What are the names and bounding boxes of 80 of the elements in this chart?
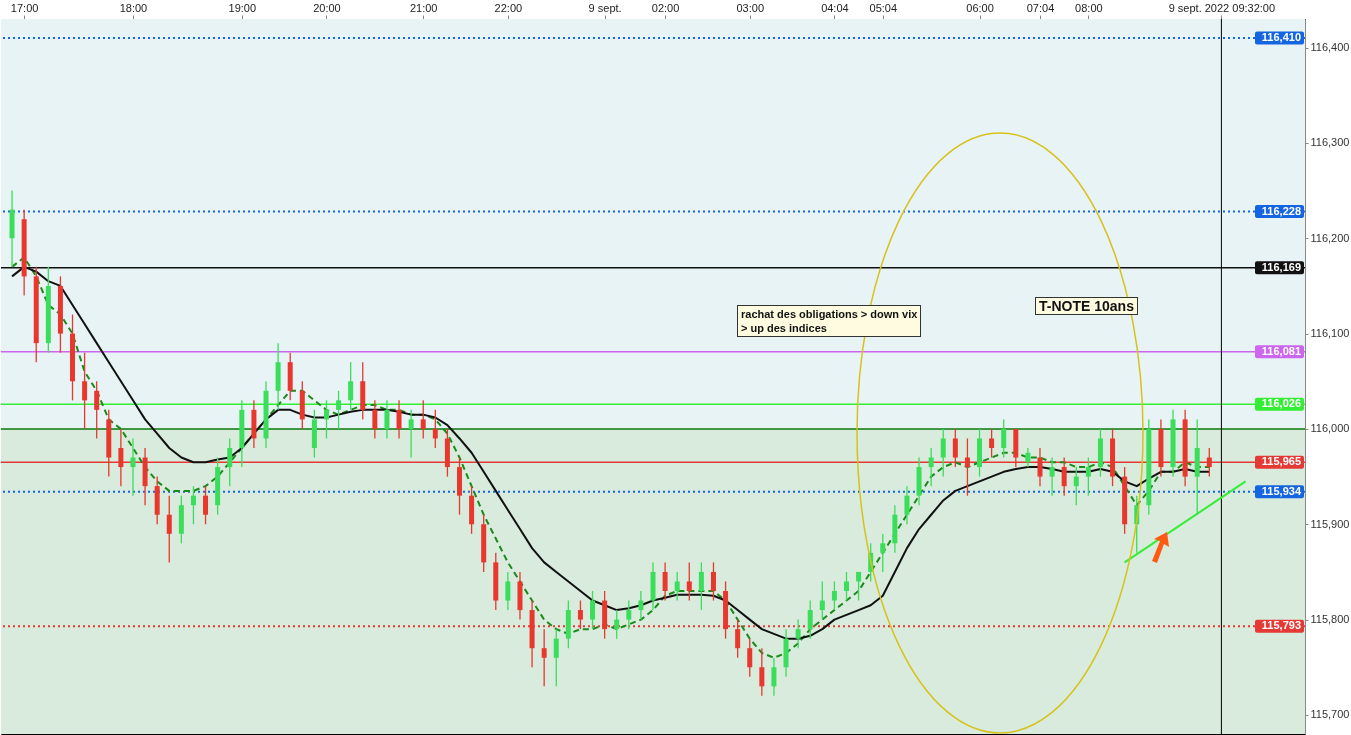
x-tick-label: 03:00 [736,1,765,14]
x-tick-label: 22:00 [494,1,523,14]
candlestick [940,428,946,478]
candlestick [819,580,825,621]
candlestick [638,590,644,621]
candlestick [626,599,632,630]
candlestick [710,561,716,602]
ref-line-label: 115,934 [1261,484,1302,497]
ref-line-label: 115,965 [1261,455,1301,468]
x-tick-label: 08:00 [1075,1,1103,14]
y-tick-label: 116,300 [1310,136,1350,149]
candlestick [1085,456,1091,497]
x-tick-label: 9 sept. [588,1,622,14]
candlestick [747,638,753,678]
candlestick [662,561,668,602]
candlestick [372,399,378,440]
candlestick [553,628,559,687]
x-tick-label: 17:00 [10,1,39,14]
candlestick [396,399,402,440]
x-tick-label: 20:00 [313,1,341,14]
candlestick [844,571,849,602]
x-tick-label: 04:04 [821,1,849,14]
candlestick [807,599,813,640]
candlestick [759,647,765,697]
candlestick [590,590,596,630]
candlestick [541,628,547,687]
candlestick [928,447,934,487]
annotation: rachat des obligations > down vix > up des indices [737,305,922,337]
candlestick [1049,456,1055,497]
candlestick [989,428,995,459]
candlestick [94,380,100,440]
candlestick [614,609,620,640]
candlestick [686,561,692,602]
candlestick [505,571,511,611]
candlestick [166,495,172,564]
candlestick [190,485,196,525]
ref-line-label: 115,793 [1261,619,1301,632]
x-tick-label: 19:00 [228,1,257,14]
x-tick-label: 9 sept. 2022 09:32:00 [1168,1,1276,14]
x-tick-label: 21:00 [409,1,438,14]
candlestick [856,571,862,602]
ref-line-label: 116,410 [1261,31,1301,44]
candlestick [336,390,342,430]
candlestick [795,618,801,649]
candlestick [348,361,354,411]
candlestick [698,561,704,611]
candlestick [130,437,136,497]
y-tick-label: 115,900 [1310,517,1350,530]
candlestick [880,533,886,573]
candlestick [420,399,426,440]
candlestick [227,437,233,487]
candlestick [384,399,390,440]
candlestick [432,409,438,449]
candlestick [408,409,414,459]
x-tick-label: 05:04 [869,1,898,14]
y-tick-label: 116,200 [1310,231,1350,244]
candlestick [1001,418,1007,459]
candlestick [904,485,910,525]
y-tick-label: 116,000 [1310,422,1350,435]
candlestick [771,657,777,697]
x-tick-label: 06:00 [966,1,994,14]
candlestick [203,485,209,525]
x-tick-label: 02:00 [651,1,680,14]
ref-line-label: 116,228 [1261,204,1301,217]
ref-line-label: 116,026 [1261,397,1301,410]
candlestick [831,580,837,611]
candlestick [1025,447,1031,468]
candlestick [674,571,680,602]
x-tick-label: 18:00 [119,1,148,14]
y-tick-label: 115,700 [1310,708,1350,721]
y-tick-label: 116,400 [1310,41,1350,54]
y-tick-label: 116,100 [1310,327,1350,340]
candlestick [82,352,88,430]
ref-line-label: 116,081 [1261,344,1301,357]
candlestick [323,399,329,440]
ref-line-label: 116,169 [1261,260,1301,273]
x-tick-label: 07:04 [1026,1,1055,14]
candlestick [1073,466,1079,506]
annotation: T-NOTE 10ans [1035,297,1138,315]
y-tick-label: 115,800 [1310,613,1350,626]
